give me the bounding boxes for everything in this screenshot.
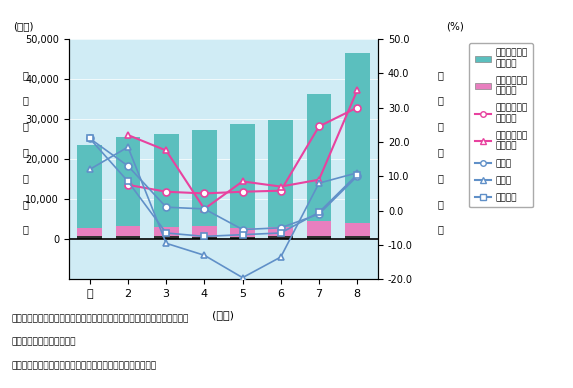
Bar xyxy=(307,94,331,221)
Bar xyxy=(154,236,179,239)
Bar xyxy=(116,137,140,226)
Text: 減: 減 xyxy=(437,199,443,209)
Bar xyxy=(77,146,102,228)
Bar xyxy=(116,236,140,239)
Text: 年: 年 xyxy=(437,121,443,132)
Bar xyxy=(154,134,179,227)
Text: 率: 率 xyxy=(437,225,443,234)
Text: 資: 資 xyxy=(22,147,29,157)
Legend: 第一種電気通
信事業者, 第二種電気通
信事業者, 第一種電気通
信事業者, 第二種電気通
信事業者, 全産業, 製造業, 非製造業: 第一種電気通 信事業者, 第二種電気通 信事業者, 第一種電気通 信事業者, 第… xyxy=(469,43,533,208)
Text: （注）８年度は修正計画額、その他の年度は実績額である。: （注）８年度は修正計画額、その他の年度は実績額である。 xyxy=(11,361,156,370)
Bar xyxy=(230,125,255,228)
Bar xyxy=(345,53,370,223)
Bar xyxy=(230,228,255,237)
Text: 投: 投 xyxy=(22,121,29,132)
Text: （経済企画庁）により作成: （経済企画庁）により作成 xyxy=(11,338,76,346)
Text: 績: 績 xyxy=(22,199,29,209)
Bar xyxy=(268,120,293,227)
Bar xyxy=(230,237,255,239)
Bar xyxy=(192,226,217,237)
Text: (億円): (億円) xyxy=(13,21,34,31)
Bar xyxy=(116,226,140,236)
Text: 備: 備 xyxy=(22,96,29,106)
Text: 対: 対 xyxy=(437,70,443,80)
Bar xyxy=(268,236,293,239)
Text: 額: 額 xyxy=(22,225,29,234)
Bar xyxy=(77,228,102,236)
Bar xyxy=(192,130,217,226)
Bar xyxy=(154,227,179,236)
Bar xyxy=(307,221,331,236)
Text: (年度): (年度) xyxy=(213,310,234,320)
Bar xyxy=(345,236,370,239)
Bar xyxy=(77,236,102,239)
Text: 設: 設 xyxy=(22,70,29,80)
Text: 度: 度 xyxy=(437,147,443,157)
Bar xyxy=(345,223,370,236)
Bar xyxy=(268,227,293,236)
Text: 増: 増 xyxy=(437,173,443,183)
Text: (%): (%) xyxy=(446,21,464,31)
Bar xyxy=(192,237,217,239)
Bar xyxy=(307,236,331,239)
Text: 実: 実 xyxy=(22,173,29,183)
Text: 前: 前 xyxy=(437,96,443,106)
Text: 「通信産業設備投資等実態調査」（郵政省）、「法人企業動向調査報告」: 「通信産業設備投資等実態調査」（郵政省）、「法人企業動向調査報告」 xyxy=(11,314,189,323)
